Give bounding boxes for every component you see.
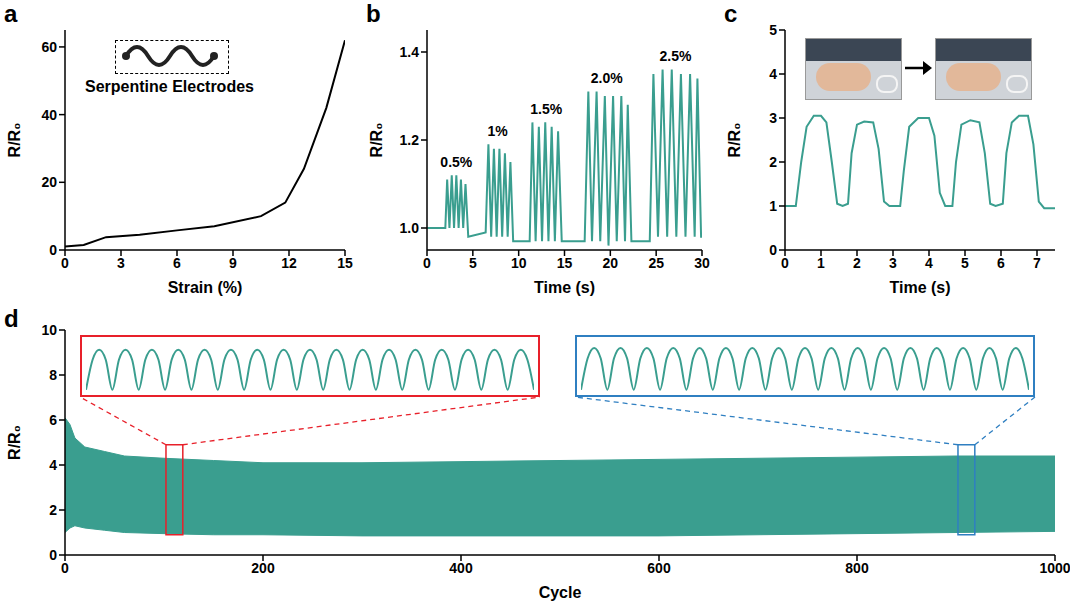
svg-text:R/R₀: R/R₀: [6, 425, 23, 460]
svg-text:600: 600: [647, 560, 671, 576]
svg-text:2: 2: [769, 154, 777, 170]
svg-text:Strain (%): Strain (%): [168, 279, 243, 296]
svg-text:0.5%: 0.5%: [440, 154, 472, 170]
svg-text:Time (s): Time (s): [889, 279, 950, 296]
svg-text:0: 0: [61, 255, 69, 271]
svg-text:1%: 1%: [487, 123, 508, 139]
svg-text:Cycle: Cycle: [539, 584, 582, 601]
svg-text:60: 60: [41, 39, 57, 55]
svg-text:1.0: 1.0: [400, 220, 420, 236]
html-text:d: d: [4, 305, 19, 332]
svg-text:0: 0: [781, 255, 789, 271]
svg-text:0: 0: [769, 242, 777, 258]
svg-text:1: 1: [817, 255, 825, 271]
svg-text:R/R₀: R/R₀: [368, 123, 385, 158]
svg-text:800: 800: [845, 560, 869, 576]
svg-text:1.4: 1.4: [400, 44, 420, 60]
svg-text:4: 4: [769, 66, 777, 82]
svg-text:1.2: 1.2: [400, 132, 420, 148]
svg-text:8: 8: [49, 367, 57, 383]
svg-text:2.5%: 2.5%: [659, 48, 691, 64]
svg-text:1.5%: 1.5%: [530, 101, 562, 117]
svg-text:400: 400: [449, 560, 473, 576]
svg-text:4: 4: [925, 255, 933, 271]
svg-text:3: 3: [769, 110, 777, 126]
html-text:a: a: [4, 0, 18, 27]
svg-text:20: 20: [41, 174, 57, 190]
svg-text:0: 0: [61, 560, 69, 576]
svg-text:0: 0: [49, 547, 57, 563]
svg-text:30: 30: [694, 255, 710, 271]
svg-text:0: 0: [423, 255, 431, 271]
svg-text:R/R₀: R/R₀: [6, 123, 23, 158]
svg-text:10: 10: [511, 255, 527, 271]
svg-text:20: 20: [603, 255, 619, 271]
svg-text:12: 12: [281, 255, 297, 271]
svg-text:5: 5: [961, 255, 969, 271]
html-text:b: b: [366, 0, 381, 27]
svg-text:7: 7: [1033, 255, 1041, 271]
svg-text:3: 3: [889, 255, 897, 271]
svg-text:2: 2: [49, 502, 57, 518]
svg-text:3: 3: [117, 255, 125, 271]
html-text:c: c: [724, 0, 738, 27]
svg-text:5: 5: [769, 22, 777, 38]
svg-text:9: 9: [229, 255, 237, 271]
svg-text:15: 15: [337, 255, 353, 271]
svg-text:6: 6: [997, 255, 1005, 271]
svg-text:1000: 1000: [1039, 560, 1070, 576]
svg-text:2.0%: 2.0%: [591, 70, 623, 86]
svg-text:200: 200: [251, 560, 275, 576]
svg-text:Time (s): Time (s): [534, 279, 595, 296]
svg-text:6: 6: [49, 412, 57, 428]
svg-text:25: 25: [648, 255, 664, 271]
svg-text:2: 2: [853, 255, 861, 271]
svg-text:4: 4: [49, 457, 57, 473]
svg-text:40: 40: [41, 107, 57, 123]
svg-text:R/R₀: R/R₀: [726, 123, 743, 158]
svg-text:5: 5: [469, 255, 477, 271]
svg-text:15: 15: [557, 255, 573, 271]
svg-text:6: 6: [173, 255, 181, 271]
svg-text:10: 10: [41, 322, 57, 338]
svg-text:1: 1: [769, 198, 777, 214]
html-text:Serpentine Electrodes: Serpentine Electrodes: [85, 78, 254, 95]
svg-text:0: 0: [49, 242, 57, 258]
